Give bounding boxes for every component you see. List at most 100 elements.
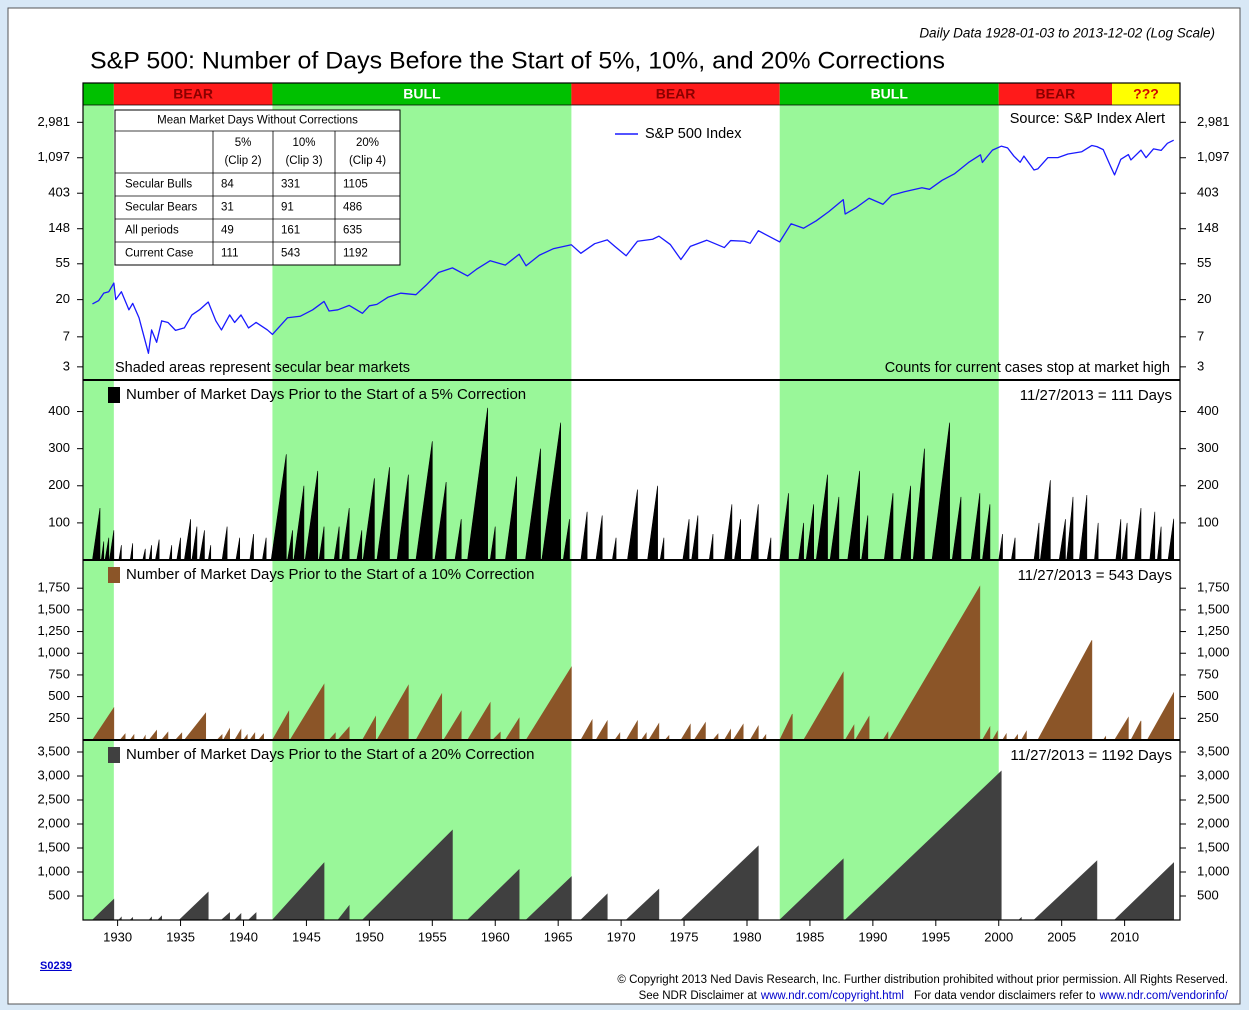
y2-tick-label: 200 bbox=[1197, 477, 1219, 492]
disclaimer: See NDR Disclaimer at www.ndr.com/copyrig… bbox=[639, 990, 1229, 1002]
y2-tick-label: 20 bbox=[1197, 291, 1211, 306]
regime-label: BULL bbox=[403, 86, 441, 102]
x-tick-label: 1995 bbox=[921, 929, 950, 944]
regime-label: ??? bbox=[1133, 86, 1159, 102]
regime-band bbox=[113, 83, 273, 105]
y-tick-label: 1,097 bbox=[37, 149, 70, 164]
y-tick-label: 3,500 bbox=[37, 743, 70, 758]
legend-label: Number of Market Days Prior to the Start… bbox=[126, 746, 535, 763]
link[interactable]: www.ndr.com/copyright.html bbox=[760, 990, 904, 1002]
x-tick-label: 1940 bbox=[229, 929, 258, 944]
table-cell: 111 bbox=[221, 248, 238, 260]
disclaimer-text: See NDR Disclaimer at bbox=[639, 990, 758, 1002]
panel-annotation: 11/27/2013 = 543 Days bbox=[1018, 567, 1172, 584]
x-tick-label: 1960 bbox=[481, 929, 510, 944]
y-tick-label: 100 bbox=[48, 514, 70, 529]
table-header: (Clip 4) bbox=[349, 155, 386, 167]
y2-tick-label: 403 bbox=[1197, 185, 1219, 200]
table-header: 5% bbox=[235, 137, 252, 149]
y-tick-label: 1,750 bbox=[37, 580, 70, 595]
y-tick-label: 55 bbox=[56, 255, 70, 270]
y-tick-label: 148 bbox=[48, 220, 70, 235]
table-cell: 49 bbox=[221, 225, 234, 237]
table-cell: 543 bbox=[281, 248, 300, 260]
y-tick-label: 2,000 bbox=[37, 815, 70, 830]
regime-shade bbox=[779, 105, 999, 920]
y-tick-label: 750 bbox=[48, 666, 70, 681]
regime-label: BULL bbox=[871, 86, 909, 102]
y-tick-label: 20 bbox=[56, 291, 70, 306]
y-tick-label: 500 bbox=[48, 887, 70, 902]
table-row-label: Secular Bears bbox=[125, 202, 197, 214]
y2-tick-label: 1,500 bbox=[1197, 839, 1230, 854]
y-tick-label: 3,000 bbox=[37, 767, 70, 782]
table-cell: 331 bbox=[281, 179, 300, 191]
legend-swatch bbox=[108, 387, 120, 403]
chart-subtitle: Daily Data 1928-01-03 to 2013-12-02 (Log… bbox=[919, 26, 1215, 41]
y-tick-label: 500 bbox=[48, 688, 70, 703]
legend-swatch bbox=[108, 567, 120, 583]
chart-code[interactable]: S0239 bbox=[40, 960, 72, 972]
table-cell: 1192 bbox=[343, 248, 368, 260]
table-cell: 1105 bbox=[343, 179, 368, 191]
table-header: 10% bbox=[292, 137, 315, 149]
y2-tick-label: 750 bbox=[1197, 666, 1219, 681]
disclaimer-text: For data vendor disclaimers refer to bbox=[914, 990, 1096, 1002]
table-header: 20% bbox=[356, 137, 379, 149]
y2-tick-label: 7 bbox=[1197, 328, 1204, 343]
regime-label: BEAR bbox=[173, 86, 213, 102]
y2-tick-label: 2,981 bbox=[1197, 114, 1230, 129]
regime-band bbox=[1112, 83, 1180, 105]
table-cell: 84 bbox=[221, 179, 234, 191]
x-tick-label: 1950 bbox=[355, 929, 384, 944]
y2-tick-label: 1,250 bbox=[1197, 623, 1230, 638]
y2-tick-label: 500 bbox=[1197, 688, 1219, 703]
regime-label: BEAR bbox=[656, 86, 696, 102]
y2-tick-label: 2,500 bbox=[1197, 791, 1230, 806]
regime-band bbox=[272, 83, 572, 105]
x-tick-label: 1980 bbox=[733, 929, 762, 944]
table-title: Mean Market Days Without Corrections bbox=[157, 115, 358, 127]
table-row-label: Secular Bulls bbox=[125, 179, 192, 191]
y-tick-label: 1,500 bbox=[37, 601, 70, 616]
table-header: (Clip 3) bbox=[285, 155, 322, 167]
chart-title: S&P 500: Number of Days Before the Start… bbox=[90, 47, 945, 74]
legend-label: Number of Market Days Prior to the Start… bbox=[126, 566, 535, 583]
y-tick-label: 1,250 bbox=[37, 623, 70, 638]
series-line bbox=[92, 139, 1174, 354]
regime-shade bbox=[83, 105, 114, 920]
x-tick-label: 1990 bbox=[858, 929, 887, 944]
y2-tick-label: 1,097 bbox=[1197, 149, 1230, 164]
regime-band bbox=[779, 83, 999, 105]
x-tick-label: 1945 bbox=[292, 929, 321, 944]
x-tick-label: 1955 bbox=[418, 929, 447, 944]
y2-tick-label: 1,500 bbox=[1197, 601, 1230, 616]
y-tick-label: 3 bbox=[63, 358, 70, 373]
source-note: Source: S&P Index Alert bbox=[1010, 111, 1165, 127]
y-tick-label: 2,981 bbox=[37, 114, 70, 129]
y-tick-label: 403 bbox=[48, 185, 70, 200]
annotation: Shaded areas represent secular bear mark… bbox=[115, 360, 410, 376]
x-tick-label: 1985 bbox=[795, 929, 824, 944]
y-tick-label: 200 bbox=[48, 477, 70, 492]
y2-tick-label: 55 bbox=[1197, 255, 1211, 270]
y2-tick-label: 300 bbox=[1197, 440, 1219, 455]
table-cell: 91 bbox=[281, 202, 294, 214]
regime-band bbox=[571, 83, 780, 105]
table-cell: 486 bbox=[343, 202, 362, 214]
y2-tick-label: 1,750 bbox=[1197, 580, 1230, 595]
table-cell: 161 bbox=[281, 225, 300, 237]
y2-tick-label: 1,000 bbox=[1197, 863, 1230, 878]
y2-tick-label: 3,000 bbox=[1197, 767, 1230, 782]
panel-annotation: 11/27/2013 = 111 Days bbox=[1020, 387, 1172, 404]
x-tick-label: 1970 bbox=[607, 929, 636, 944]
panel-annotation: 11/27/2013 = 1192 Days bbox=[1010, 747, 1172, 764]
y2-tick-label: 3 bbox=[1197, 358, 1204, 373]
regime-band bbox=[998, 83, 1113, 105]
y2-tick-label: 148 bbox=[1197, 220, 1219, 235]
legend-label: S&P 500 Index bbox=[645, 126, 742, 142]
plot-overlay: BEAR BULL BEAR BULL BEAR ??? 2,981 2,981 1,097 1,… bbox=[37, 82, 1230, 944]
link[interactable]: www.ndr.com/vendorinfo/ bbox=[1099, 990, 1229, 1002]
x-tick-label: 2000 bbox=[984, 929, 1013, 944]
